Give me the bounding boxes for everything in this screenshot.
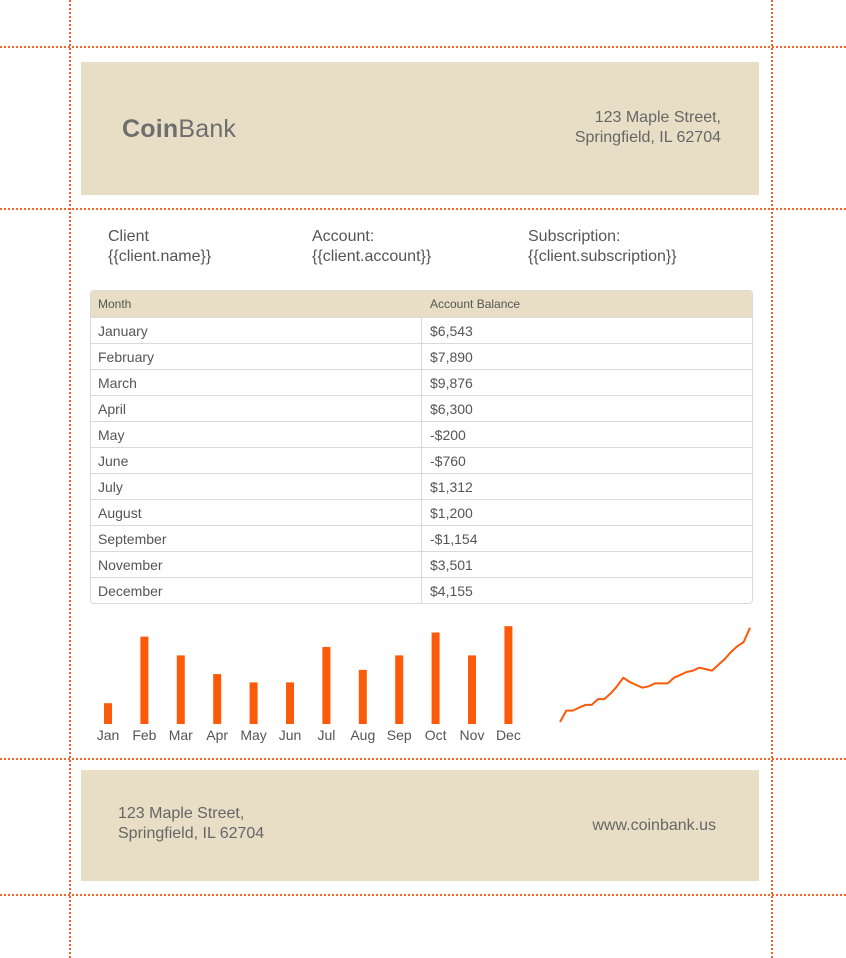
bar-jan bbox=[104, 703, 112, 724]
table-row: July $1,312 bbox=[91, 473, 752, 499]
bar-jul bbox=[322, 647, 331, 724]
header-address: 123 Maple Street, Springfield, IL 62704 bbox=[575, 108, 721, 148]
month-cell: April bbox=[98, 400, 127, 417]
balance-table: Month Account Balance January $6,543 Febr… bbox=[90, 290, 753, 604]
client-label: Client bbox=[108, 228, 149, 245]
table-row: September -$1,154 bbox=[91, 525, 752, 551]
month-cell: August bbox=[98, 504, 142, 521]
trend-line-chart bbox=[559, 627, 751, 723]
balance-cell: $6,300 bbox=[421, 396, 752, 421]
column-header-balance: Account Balance bbox=[430, 297, 521, 311]
bar-nov bbox=[468, 655, 476, 724]
client-value: {{client.name}} bbox=[108, 248, 212, 265]
bar-oct bbox=[431, 632, 440, 724]
month-cell: July bbox=[98, 478, 123, 495]
website-link[interactable]: www.coinbank.us bbox=[592, 817, 716, 834]
footer-address: 123 Maple Street, Springfield, IL 62704 bbox=[118, 804, 264, 844]
table-row: February $7,890 bbox=[91, 343, 752, 369]
month-cell: February bbox=[98, 348, 155, 365]
logo-bold: Coin bbox=[122, 115, 179, 143]
tick-label-mar: Mar bbox=[169, 727, 193, 743]
guide-line bbox=[0, 758, 846, 760]
tick-label-jul: Jul bbox=[317, 727, 335, 743]
monthly-bar-chart: Jan Feb Mar Apr May Jun Jul Aug Sep Oct Nov Dec bbox=[97, 626, 521, 743]
tick-label-nov: Nov bbox=[460, 727, 485, 743]
document-header: CoinBank 123 Maple Street, Springfield, … bbox=[81, 62, 759, 195]
month-cell: June bbox=[98, 452, 129, 469]
balance-cell: $1,312 bbox=[421, 474, 752, 499]
guide-line bbox=[771, 0, 773, 958]
month-cell: May bbox=[98, 426, 125, 443]
bar-feb bbox=[140, 636, 149, 724]
balance-cell: -$200 bbox=[421, 422, 752, 447]
guide-line bbox=[69, 0, 71, 958]
balance-cell: $9,876 bbox=[421, 370, 752, 395]
table-row: June -$760 bbox=[91, 447, 752, 473]
subscription-value: {{client.subscription}} bbox=[528, 248, 677, 265]
bar-mar bbox=[176, 655, 185, 724]
document-footer: 123 Maple Street, Springfield, IL 62704 … bbox=[81, 770, 759, 881]
column-header-month: Month bbox=[98, 297, 132, 311]
account-label: Account: bbox=[312, 228, 375, 245]
bar-dec bbox=[504, 626, 513, 724]
address-line: 123 Maple Street, bbox=[118, 805, 245, 822]
address-line: 123 Maple Street, bbox=[594, 109, 721, 126]
balance-cell: $4,155 bbox=[421, 578, 752, 603]
table-row: August $1,200 bbox=[91, 499, 752, 525]
month-cell: March bbox=[98, 374, 137, 391]
month-cell: December bbox=[98, 582, 163, 599]
account-info: Account: {{client.account}} bbox=[312, 227, 431, 267]
logo-regular: Bank bbox=[178, 115, 237, 143]
balance-cell: $7,890 bbox=[421, 344, 752, 369]
client-info: Client {{client.name}} bbox=[108, 227, 211, 267]
balance-cell: $1,200 bbox=[421, 500, 752, 525]
bar-jun bbox=[286, 682, 294, 724]
month-cell: January bbox=[98, 322, 148, 339]
tick-label-sep: Sep bbox=[387, 727, 412, 743]
tick-label-apr: Apr bbox=[206, 727, 228, 743]
guide-line bbox=[0, 46, 846, 48]
tick-label-may: May bbox=[240, 727, 266, 743]
month-cell: September bbox=[98, 530, 167, 547]
tick-label-aug: Aug bbox=[350, 727, 375, 743]
tick-label-feb: Feb bbox=[132, 727, 156, 743]
table-row: March $9,876 bbox=[91, 369, 752, 395]
balance-cell: $3,501 bbox=[421, 552, 752, 577]
table-row: November $3,501 bbox=[91, 551, 752, 577]
table-row: January $6,543 bbox=[91, 317, 752, 343]
bar-apr bbox=[213, 674, 222, 724]
address-line: Springfield, IL 62704 bbox=[118, 825, 265, 842]
balance-cell: $6,543 bbox=[421, 318, 752, 343]
tick-label-jan: Jan bbox=[97, 727, 120, 743]
trend-line bbox=[559, 627, 751, 723]
tick-label-dec: Dec bbox=[496, 727, 521, 743]
balance-cell: -$760 bbox=[421, 448, 752, 473]
guide-line bbox=[0, 208, 846, 210]
logo: CoinBank bbox=[122, 115, 236, 144]
subscription-label: Subscription: bbox=[528, 228, 621, 245]
table-row: May -$200 bbox=[91, 421, 752, 447]
bar-may bbox=[249, 682, 258, 724]
tick-label-oct: Oct bbox=[425, 727, 447, 743]
guide-line bbox=[0, 894, 846, 896]
address-line: Springfield, IL 62704 bbox=[574, 129, 721, 146]
table-row: April $6,300 bbox=[91, 395, 752, 421]
table-row: December $4,155 bbox=[91, 577, 752, 603]
tick-label-jun: Jun bbox=[279, 727, 302, 743]
bar-sep bbox=[395, 655, 404, 724]
table-header: Month Account Balance bbox=[91, 291, 752, 317]
account-value: {{client.account}} bbox=[312, 248, 432, 265]
bar-aug bbox=[358, 669, 367, 724]
month-cell: November bbox=[98, 556, 163, 573]
subscription-info: Subscription: {{client.subscription}} bbox=[528, 227, 677, 267]
balance-cell: -$1,154 bbox=[421, 526, 752, 551]
